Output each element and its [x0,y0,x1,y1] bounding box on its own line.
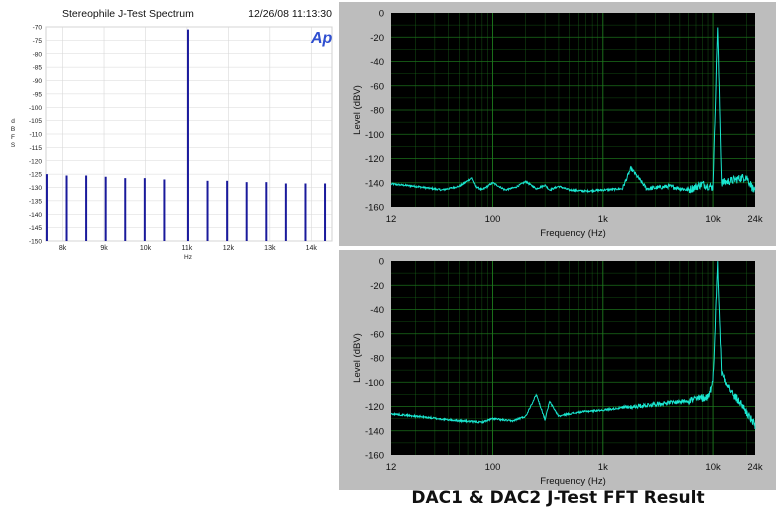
ap-y-tick-label: -125 [29,172,42,179]
dac1-x-tick-label: 24k [747,214,763,225]
ap-y-tick-label: -130 [29,185,42,192]
dac1-gridlines [391,13,755,207]
ap-x-tick-label: 12k [223,245,235,252]
dac1-y-tick-label: -160 [365,203,384,214]
ap-y-tick-label: -115 [29,145,42,152]
ap-y-tick-label: -85 [33,65,43,72]
dac1-y-tick-label: -80 [370,106,384,117]
ap-x-tick-labels: 8k 9k 10k 11k 12k 13k 14k [59,245,318,252]
dac1-y-axis-label: Level (dBV) [352,85,363,135]
dac2-y-tick-label: -20 [370,281,384,292]
dac2-y-tick-label: -100 [365,378,384,389]
dac1-x-tick-label: 1k [598,214,608,225]
dac2-y-tick-labels: 0 -20 -40 -60 -80 -100 -120 -140 -160 [365,257,384,462]
ap-y-tick-label: -120 [29,158,42,165]
ap-x-tick-label: 9k [100,245,108,252]
chart-title: Stereophile J-Test Spectrum [62,8,194,20]
ap-y-tick-label: -140 [29,212,42,219]
dac1-x-tick-label: 10k [705,214,721,225]
dac2-x-tick-label: 100 [485,462,501,473]
dac1-y-tick-label: 0 [379,9,384,20]
ap-y-tick-label: -105 [29,118,42,125]
dac2-y-tick-label: -60 [370,329,384,340]
dac2-x-tick-label: 10k [705,462,721,473]
ap-x-tick-label: 13k [264,245,276,252]
dac1-x-tick-label: 12 [386,214,397,225]
dac2-x-tick-labels: 12 100 1k 10k 24k [386,462,763,473]
dac1-y-tick-label: -100 [365,130,384,141]
ap-y-tick-labels: -70 -75 -80 -85 -90 -95 -100 -105 -110 -115 -120 -1… [29,25,42,246]
dac2-x-axis-label: Frequency (Hz) [540,476,605,487]
ap-x-axis-label: Hz [184,254,192,261]
ap-jtest-spectrum-chart: Stereophile J-Test Spectrum 12/26/08 11:… [11,8,333,261]
dac1-x-axis-label: Frequency (Hz) [540,228,605,239]
ap-y-axis-label-char: S [11,142,16,149]
dac2-y-tick-label: -160 [365,451,384,462]
dac2-y-tick-label: 0 [379,257,384,268]
figure-caption: DAC1 & DAC2 J-Test FFT Result [411,488,705,508]
ap-y-tick-label: -75 [33,38,43,45]
dac1-y-tick-labels: 0 -20 -40 -60 -80 -100 -120 -140 -160 [365,9,384,214]
ap-y-axis-label-char: F [11,134,15,141]
dac1-x-tick-labels: 12 100 1k 10k 24k [386,214,763,225]
ap-gridlines [46,26,332,242]
ap-x-tick-label: 10k [140,245,152,252]
dac2-trace [390,261,756,430]
dac1-y-tick-label: -20 [370,33,384,44]
ap-x-tick-label: 8k [59,245,67,252]
ap-y-tick-label: -110 [29,132,42,139]
ap-x-tick-label: 11k [182,245,193,252]
ap-y-axis-label-char: d [11,118,15,125]
ap-y-tick-label: -70 [33,25,43,32]
dac1-y-tick-label: -40 [370,57,384,68]
dac2-y-tick-label: -40 [370,305,384,316]
ap-x-tick-label: 14k [306,245,318,252]
dac1-trace [390,27,756,194]
dac2-gridlines [391,261,755,455]
ap-bars [45,29,327,241]
ap-logo: Ap [310,30,333,47]
ap-y-tick-label: -90 [33,78,43,85]
dac1-y-tick-label: -140 [365,178,384,189]
dac2-x-tick-label: 24k [747,462,763,473]
ap-y-tick-label: -145 [29,225,42,232]
ap-y-axis-label-char: B [11,126,15,133]
ap-y-tick-label: -150 [29,239,42,246]
dac1-y-tick-label: -120 [365,154,384,165]
dac2-y-tick-label: -120 [365,402,384,413]
ap-y-tick-label: -135 [29,198,42,205]
dac2-x-tick-label: 1k [598,462,608,473]
dac2-y-tick-label: -80 [370,354,384,365]
chart-timestamp: 12/26/08 11:13:30 [248,8,332,20]
dac1-y-tick-label: -60 [370,81,384,92]
dac2-y-axis-label: Level (dBV) [352,333,363,383]
dac2-x-tick-label: 12 [386,462,397,473]
ap-y-tick-label: -100 [29,105,42,112]
ap-y-tick-label: -80 [33,51,43,58]
dac1-x-tick-label: 100 [485,214,501,225]
ap-plot-area [45,26,333,242]
dac2-y-tick-label: -140 [365,426,384,437]
ap-y-tick-label: -95 [33,91,43,98]
